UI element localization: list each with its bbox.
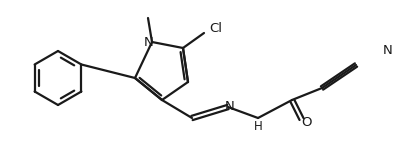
Text: N: N xyxy=(383,44,393,57)
Text: O: O xyxy=(302,117,312,130)
Text: N: N xyxy=(225,100,235,113)
Text: H: H xyxy=(254,120,263,133)
Text: Cl: Cl xyxy=(210,21,223,34)
Text: N: N xyxy=(144,36,154,49)
